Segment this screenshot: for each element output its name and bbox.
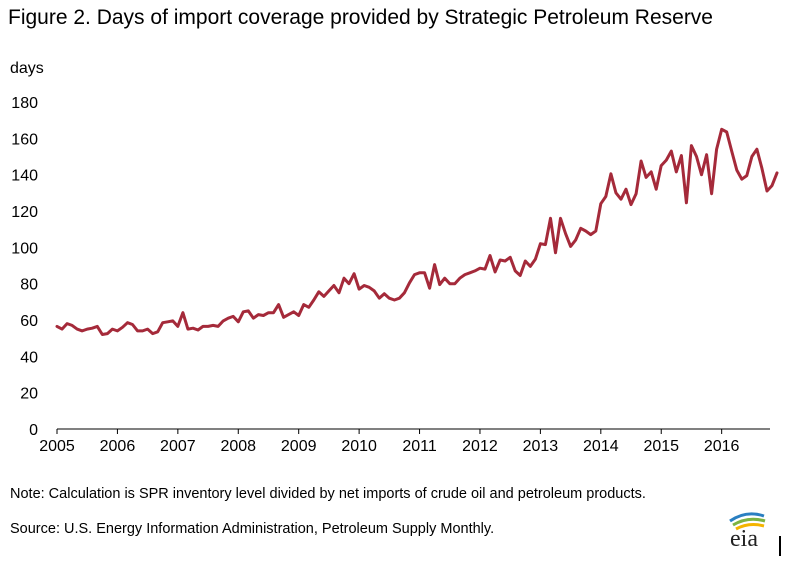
x-tick-label: 2015 [643,438,679,455]
y-tick-label: 0 [29,422,38,439]
y-tick-label: 120 [11,204,38,221]
days-coverage-line [55,127,779,336]
y-tick-label: 100 [11,240,38,257]
x-tick-label: 2011 [402,438,437,455]
x-axis: 2005 2006 2007 2008 2009 2010 2011 2012 2013 2014… [39,428,770,455]
x-tick-label: 2013 [523,438,559,455]
text-cursor [779,536,781,556]
y-axis-ticks: 0 20 40 60 80 100 120 140 160 180 [11,95,38,439]
y-tick-label: 20 [20,386,38,403]
y-tick-label: 180 [11,95,38,112]
x-tick-label: 2008 [220,438,256,455]
eia-logo-mark: eia [729,512,766,552]
y-tick-label: 60 [20,313,38,330]
chart-title: Figure 2. Days of import coverage provid… [8,6,713,29]
y-tick-label: 80 [20,277,38,294]
chart-source: Source: U.S. Energy Information Administ… [10,521,495,537]
x-tick-label: 2016 [704,438,740,455]
y-tick-label: 160 [11,131,38,148]
x-tick-label: 2006 [100,438,136,455]
x-tick-label: 2010 [341,438,377,455]
x-tick-label: 2014 [583,438,619,455]
y-axis-label: days [10,60,44,77]
chart-note: Note: Calculation is SPR inventory level… [10,486,646,502]
x-tick-label: 2007 [160,438,196,455]
eia-logo-text: eia [730,526,758,548]
x-tick-label: 2005 [39,438,75,455]
x-tick-label: 2012 [462,438,498,455]
x-tick-label: 2009 [281,438,317,455]
y-tick-label: 140 [11,168,38,185]
eia-logo: eia [722,508,778,553]
series-layer [55,127,779,336]
y-tick-label: 40 [20,349,38,366]
